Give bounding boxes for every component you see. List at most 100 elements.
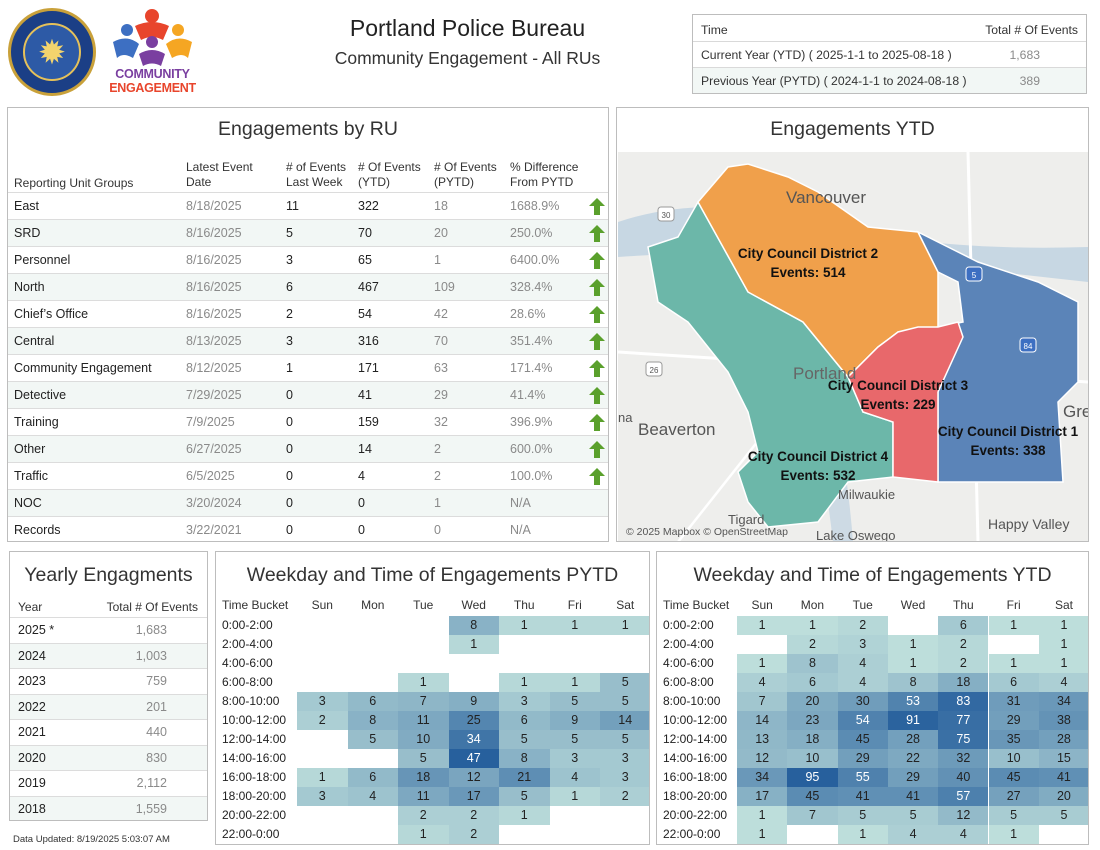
heatmap-cell[interactable]: 54 [837, 711, 888, 730]
heatmap-cell[interactable]: 1 [1038, 635, 1088, 654]
heatmap-cell[interactable]: 5 [549, 692, 600, 711]
heatmap-cell[interactable]: 1 [549, 616, 600, 635]
heatmap-cell[interactable]: 28 [887, 730, 939, 749]
heatmap-cell[interactable]: 83 [938, 692, 989, 711]
heatmap-cell[interactable]: 7 [787, 806, 838, 825]
heatmap-cell[interactable]: 1 [549, 673, 600, 692]
heatmap-cell[interactable]: 6 [347, 768, 398, 787]
heatmap-cell[interactable]: 1 [448, 635, 499, 654]
heatmap-cell[interactable]: 14 [737, 711, 788, 730]
heatmap-cell[interactable]: 2 [448, 825, 499, 844]
heatmap-cell[interactable]: 9 [448, 692, 499, 711]
heatmap-cell[interactable]: 15 [1038, 749, 1088, 768]
heatmap-cell[interactable]: 41 [887, 787, 939, 806]
heatmap-cell[interactable]: 5 [887, 806, 939, 825]
heatmap-cell[interactable]: 29 [988, 711, 1039, 730]
heatmap-cell[interactable]: 5 [600, 673, 649, 692]
heatmap-cell[interactable]: 34 [1038, 692, 1088, 711]
ru-table-row[interactable]: Personnel 8/16/2025 3 65 1 6400.0% [8, 246, 608, 273]
heatmap-cell[interactable]: 18 [938, 673, 989, 692]
heatmap-cell[interactable]: 3 [499, 692, 550, 711]
heatmap-cell[interactable]: 1 [1038, 616, 1088, 635]
ru-table-row[interactable]: SRD 8/16/2025 5 70 20 250.0% [8, 219, 608, 246]
ru-table-row[interactable]: Chief’s Office 8/16/2025 2 54 42 28.6% [8, 300, 608, 327]
district-2-label[interactable]: City Council District 2 Events: 514 [737, 246, 879, 280]
heatmap-cell[interactable]: 1 [499, 616, 550, 635]
heatmap-cell[interactable]: 1 [737, 825, 788, 844]
ru-table-row[interactable]: North 8/16/2025 6 467 109 328.4% [8, 273, 608, 300]
heatmap-cell[interactable]: 2 [787, 635, 838, 654]
heatmap-cell[interactable]: 41 [1038, 768, 1088, 787]
heatmap-cell[interactable]: 18 [787, 730, 838, 749]
heatmap-cell[interactable]: 17 [737, 787, 788, 806]
heatmap-cell[interactable]: 14 [600, 711, 649, 730]
heatmap-cell[interactable]: 3 [600, 749, 649, 768]
heatmap-cell[interactable]: 7 [398, 692, 449, 711]
ru-table-row[interactable]: Detective 7/29/2025 0 41 29 41.4% [8, 381, 608, 408]
district-3-label[interactable]: City Council District 3 Events: 229 [827, 378, 969, 412]
yearly-row[interactable]: 2022 201 [10, 693, 207, 719]
heatmap-cell[interactable]: 4 [1038, 673, 1088, 692]
heatmap-cell[interactable]: 23 [787, 711, 838, 730]
heatmap-cell[interactable]: 5 [1038, 806, 1088, 825]
heatmap-cell[interactable]: 5 [549, 730, 600, 749]
heatmap-cell[interactable]: 2 [398, 806, 449, 825]
heatmap-cell[interactable]: 1 [499, 806, 550, 825]
ru-table-row[interactable]: Training 7/9/2025 0 159 32 396.9% [8, 408, 608, 435]
heatmap-cell[interactable]: 1 [398, 673, 449, 692]
heatmap-cell[interactable]: 31 [988, 692, 1039, 711]
heatmap-cell[interactable]: 11 [398, 711, 449, 730]
heatmap-cell[interactable]: 3 [297, 692, 348, 711]
heatmap-cell[interactable]: 6 [499, 711, 550, 730]
heatmap-cell[interactable]: 34 [448, 730, 499, 749]
heatmap-cell[interactable]: 6 [347, 692, 398, 711]
heatmap-cell[interactable]: 4 [938, 825, 989, 844]
heatmap-cell[interactable]: 21 [499, 768, 550, 787]
heatmap-cell[interactable]: 17 [448, 787, 499, 806]
heatmap-cell[interactable]: 12 [448, 768, 499, 787]
heatmap-cell[interactable]: 32 [938, 749, 989, 768]
heatmap-cell[interactable]: 27 [988, 787, 1039, 806]
ru-table-row[interactable]: Traffic 6/5/2025 0 4 2 100.0% [8, 462, 608, 489]
heatmap-cell[interactable]: 45 [787, 787, 838, 806]
heatmap-cell[interactable]: 1 [549, 787, 600, 806]
heatmap-cell[interactable]: 1 [737, 616, 788, 635]
ru-table-row[interactable]: East 8/18/2025 11 322 18 1688.9% [8, 192, 608, 219]
heatmap-cell[interactable]: 1 [499, 673, 550, 692]
heatmap-cell[interactable]: 8 [347, 711, 398, 730]
heatmap-cell[interactable]: 1 [887, 654, 939, 673]
heatmap-cell[interactable]: 45 [837, 730, 888, 749]
yearly-row[interactable]: 2018 1,559 [10, 795, 207, 820]
heatmap-cell[interactable]: 5 [499, 730, 550, 749]
heatmap-cell[interactable]: 12 [737, 749, 788, 768]
heatmap-cell[interactable]: 22 [887, 749, 939, 768]
heatmap-cell[interactable]: 1 [837, 825, 888, 844]
heatmap-cell[interactable]: 3 [600, 768, 649, 787]
ru-table-row[interactable]: Central 8/13/2025 3 316 70 351.4% [8, 327, 608, 354]
heatmap-cell[interactable]: 8 [787, 654, 838, 673]
heatmap-cell[interactable]: 1 [737, 806, 788, 825]
heatmap-cell[interactable]: 1 [988, 825, 1039, 844]
pytd-row[interactable]: Previous Year (PYTD) ( 2024-1-1 to 2024-… [693, 67, 1086, 93]
heatmap-cell[interactable]: 57 [938, 787, 989, 806]
heatmap-cell[interactable]: 8 [887, 673, 939, 692]
district-4-label[interactable]: City Council District 4 Events: 532 [747, 449, 889, 483]
heatmap-cell[interactable]: 3 [837, 635, 888, 654]
heatmap-cell[interactable]: 29 [837, 749, 888, 768]
heatmap-cell[interactable]: 2 [448, 806, 499, 825]
heatmap-cell[interactable]: 53 [887, 692, 939, 711]
heatmap-cell[interactable]: 5 [398, 749, 449, 768]
heatmap-cell[interactable]: 11 [398, 787, 449, 806]
heatmap-cell[interactable]: 1 [988, 654, 1039, 673]
ytd-row[interactable]: Current Year (YTD) ( 2025-1-1 to 2025-08… [693, 41, 1086, 67]
yearly-row[interactable]: 2025 * 1,683 [10, 617, 207, 643]
heatmap-cell[interactable]: 29 [887, 768, 939, 787]
ru-table-row[interactable]: Records 3/22/2021 0 0 0 N/A [8, 516, 608, 541]
heatmap-cell[interactable]: 3 [549, 749, 600, 768]
heatmap-cell[interactable]: 9 [549, 711, 600, 730]
heatmap-cell[interactable]: 4 [737, 673, 788, 692]
heatmap-cell[interactable]: 1 [1038, 654, 1088, 673]
yearly-row[interactable]: 2024 1,003 [10, 642, 207, 668]
heatmap-cell[interactable]: 1 [737, 654, 788, 673]
heatmap-cell[interactable]: 5 [499, 787, 550, 806]
